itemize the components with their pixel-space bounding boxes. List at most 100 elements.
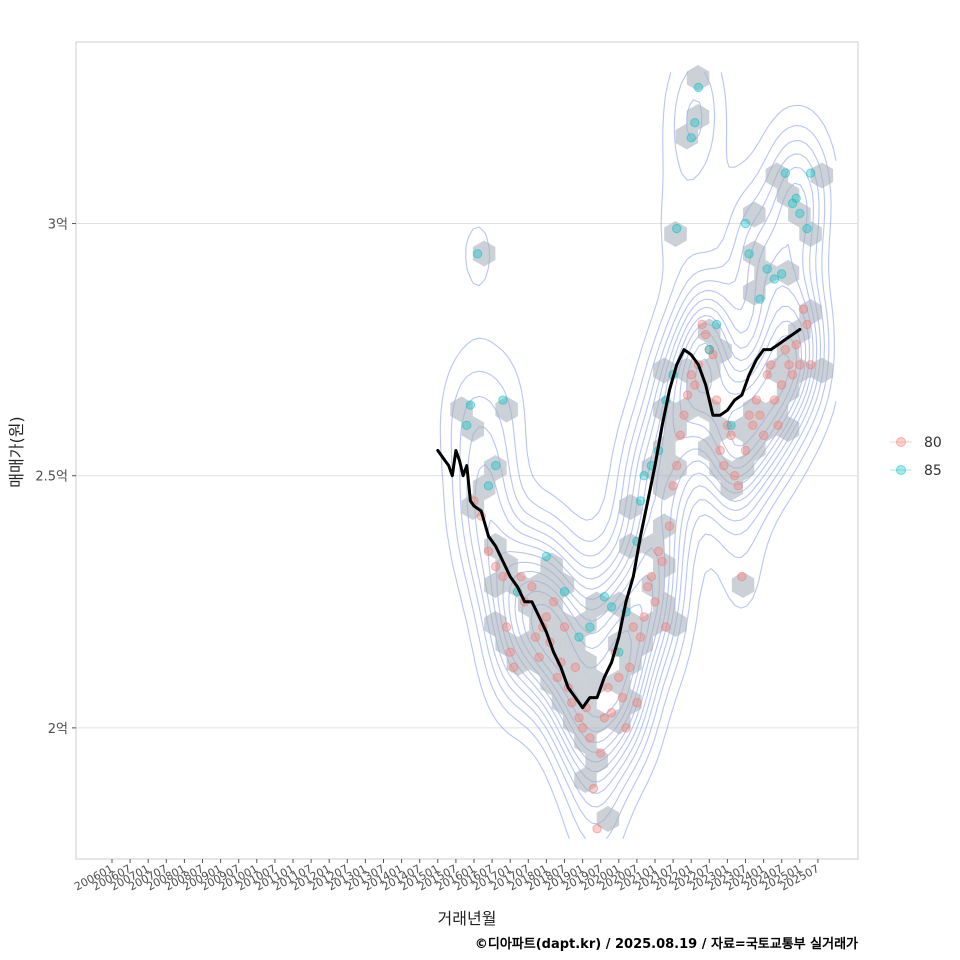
scatter-point-80 <box>661 622 671 632</box>
scatter-point-80 <box>744 410 754 420</box>
scatter-point-80 <box>585 733 595 743</box>
scatter-point-80 <box>697 319 707 330</box>
scatter-point-80 <box>675 430 686 441</box>
hexbin-cell <box>641 455 665 481</box>
hexbin-cell <box>574 611 597 637</box>
scatter-point-80 <box>791 339 801 350</box>
hexbin-cell <box>743 240 766 267</box>
hexbin-cell <box>641 611 665 637</box>
scatter-point-80 <box>505 647 515 657</box>
hexbin-cell <box>540 552 563 579</box>
scatter-point-85 <box>787 198 798 209</box>
scatter-point-85 <box>769 274 780 284</box>
scatter-point-80 <box>643 581 653 592</box>
hexbin-cell <box>653 513 676 540</box>
scatter-point-80 <box>795 360 805 370</box>
scatter-point-85 <box>585 622 595 632</box>
scatter-point-80 <box>509 662 519 673</box>
scatter-point-80 <box>726 430 736 441</box>
hexbin-cell <box>731 455 755 481</box>
scatter-point-80 <box>686 370 696 380</box>
scatter-point-80 <box>787 370 798 380</box>
plot-panel <box>75 41 859 860</box>
trend-line-layer <box>436 328 802 710</box>
scatter-point-80 <box>632 697 642 708</box>
scatter-point-80 <box>777 380 787 390</box>
scatter-point-80 <box>491 561 501 572</box>
scatter-point-85 <box>805 168 816 178</box>
scatter-point-80 <box>773 420 783 430</box>
scatter-point-85 <box>559 587 570 597</box>
hexbin-cell <box>585 747 608 774</box>
caption: ©디아파트(dapt.kr) / 2025.08.19 / 자료=국토교통부 실… <box>475 936 858 952</box>
scatter-point-80 <box>653 546 664 557</box>
hexbin-cell <box>574 728 597 754</box>
scatter-point-85 <box>711 319 722 330</box>
density-contour <box>439 72 837 839</box>
hexbin-cell <box>484 611 507 637</box>
scatter-point-80 <box>711 395 722 405</box>
legend-label-85: 85 <box>924 463 942 479</box>
scatter-point-80 <box>621 723 631 733</box>
hexbin-cell <box>574 767 597 793</box>
scatter-point-80 <box>657 556 667 567</box>
scatter-point-80 <box>715 445 725 456</box>
hexbin-cell <box>698 435 721 462</box>
scatter-point-80 <box>672 460 682 471</box>
trend-line <box>436 328 802 710</box>
legend-label-80: 80 <box>924 435 942 451</box>
hexbin-cell <box>720 474 743 501</box>
scatter-point-85 <box>599 592 610 602</box>
scatter-point-80 <box>798 304 809 314</box>
hexbin-cell <box>686 65 710 91</box>
scatter-point-80 <box>501 622 512 632</box>
hexbin-cell <box>585 708 608 735</box>
scatter-point-80 <box>748 420 758 430</box>
hexbin-cell <box>731 572 755 598</box>
y-tick-label: 3억 <box>48 218 68 233</box>
hexbin-cell <box>574 650 597 676</box>
scatter-point-85 <box>541 551 552 562</box>
scatter-point-80 <box>780 344 791 355</box>
scatter-point-85 <box>498 395 508 405</box>
hexbin-cell <box>461 416 485 442</box>
scatter-point-80 <box>574 713 584 723</box>
legend-key-point-80 <box>896 437 906 447</box>
hexbin-cell <box>562 630 586 657</box>
density-contour <box>459 99 830 825</box>
hexbin-cell <box>776 377 800 403</box>
hexbin-layer <box>450 65 834 832</box>
scatter-point-85 <box>606 602 617 612</box>
scatter-point-85 <box>802 223 812 234</box>
scatter-point-80 <box>646 571 657 582</box>
hexbin-cell <box>776 338 800 364</box>
hexbin-cell <box>731 416 755 442</box>
hexbin-cell <box>551 689 575 715</box>
legend: 80 85 <box>890 435 942 479</box>
hexbin-cell <box>619 689 642 715</box>
scatter-point-80 <box>552 672 562 683</box>
scatter-point-80 <box>614 672 624 683</box>
scatter-point-85 <box>472 249 483 259</box>
hexbin-cell <box>551 611 575 637</box>
hexbin-cell <box>641 533 665 559</box>
scatter-point-80 <box>548 597 559 607</box>
hexbin-cell <box>765 162 789 189</box>
scatter-point-80 <box>708 349 718 360</box>
hexbin-cell <box>776 260 800 286</box>
scatter-point-80 <box>559 622 570 632</box>
scatter-point-85 <box>780 168 791 178</box>
scatter-point-85 <box>690 117 700 128</box>
scatter-point-80 <box>751 395 762 405</box>
scatter-point-80 <box>639 612 649 622</box>
hexbin-cell <box>799 221 822 247</box>
scatter-point-85 <box>672 223 682 234</box>
hexbin-cell <box>653 357 676 384</box>
scatter-point-80 <box>534 652 544 662</box>
scatter-point-80 <box>682 390 693 400</box>
hexbin-cell <box>776 416 800 442</box>
scatter-point-80 <box>805 360 816 370</box>
scatter-point-85 <box>483 481 494 491</box>
hexbin-cell <box>743 435 766 462</box>
